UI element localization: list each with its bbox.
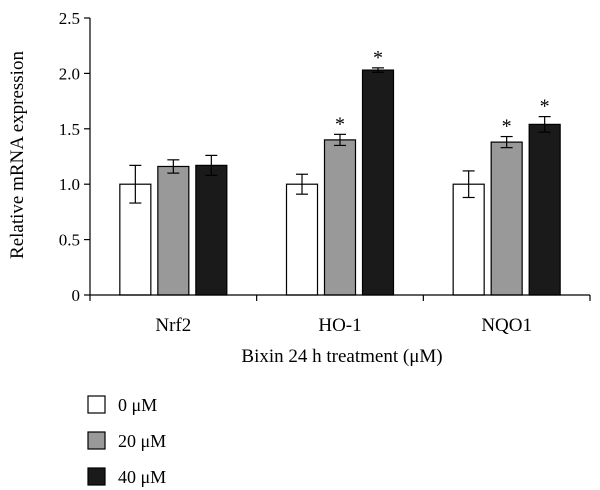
y-tick-label: 1.0 [59, 175, 80, 194]
legend-swatch [87, 467, 106, 486]
legend-label: 40 μM [118, 467, 166, 487]
category-label: NQO1 [481, 315, 532, 336]
bar [195, 164, 228, 296]
significance-marker: * [373, 47, 383, 69]
y-axis-label: Relative mRNA expression [7, 51, 28, 259]
category-label: Nrf2 [155, 315, 191, 336]
bar [490, 141, 523, 296]
bar [361, 69, 395, 296]
legend-swatch [87, 395, 106, 414]
x-axis-label: Bixin 24 h treatment (μM) [241, 346, 442, 367]
bar [323, 139, 357, 296]
bar [452, 183, 485, 296]
significance-marker: * [540, 96, 550, 118]
significance-marker: * [502, 116, 512, 138]
y-tick-label: 0 [72, 286, 81, 305]
bar [157, 165, 190, 296]
bar [285, 183, 319, 296]
y-tick-label: 1.5 [59, 120, 80, 139]
significance-marker: * [335, 113, 345, 135]
y-tick-label: 2.0 [59, 64, 80, 83]
y-axis: 0 0.5 1.0 1.5 2.0 2.5 [59, 9, 91, 305]
legend-label: 0 μM [118, 395, 157, 415]
legend: 0 μM 20 μM 40 μM [87, 395, 166, 487]
legend-label: 20 μM [118, 431, 166, 451]
y-tick-label: 0.5 [59, 231, 80, 250]
x-axis: Nrf2 HO-1 NQO1 [89, 294, 591, 336]
legend-swatch [87, 431, 106, 450]
y-tick-label: 2.5 [59, 9, 80, 28]
bars: * * * * [119, 47, 561, 296]
category-label: HO-1 [318, 315, 361, 336]
bar [528, 123, 561, 296]
